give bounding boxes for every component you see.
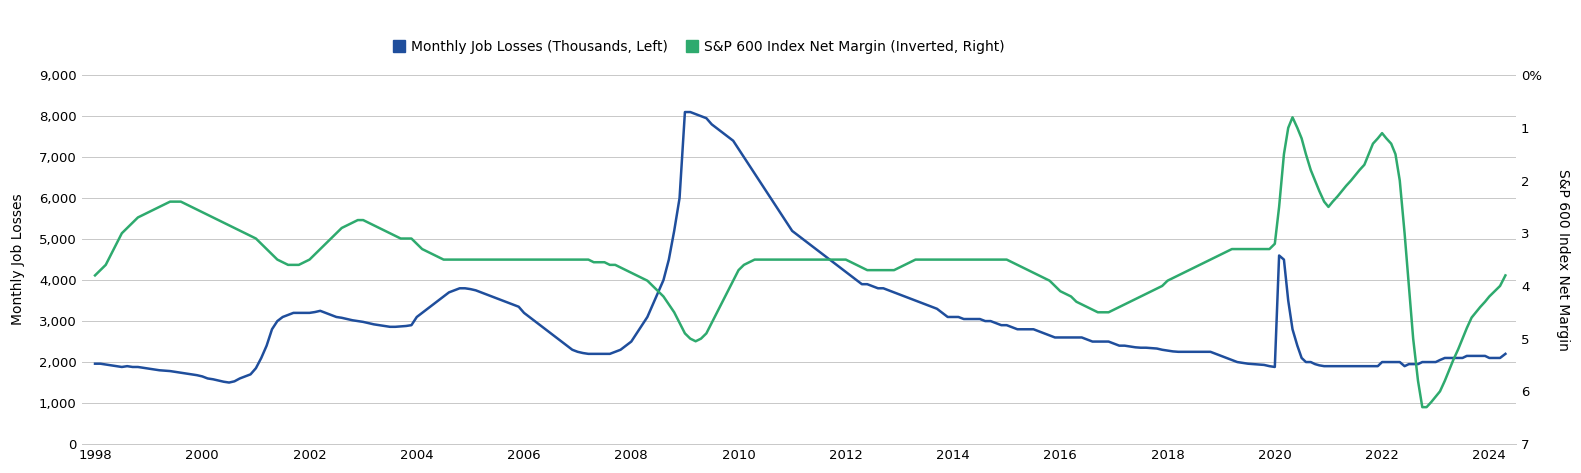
Y-axis label: S&P 600 Index Net Margin: S&P 600 Index Net Margin bbox=[1556, 169, 1570, 350]
Y-axis label: Monthly Job Losses: Monthly Job Losses bbox=[11, 194, 25, 325]
Legend: Monthly Job Losses (Thousands, Left), S&P 600 Index Net Margin (Inverted, Right): Monthly Job Losses (Thousands, Left), S&… bbox=[386, 34, 1010, 59]
